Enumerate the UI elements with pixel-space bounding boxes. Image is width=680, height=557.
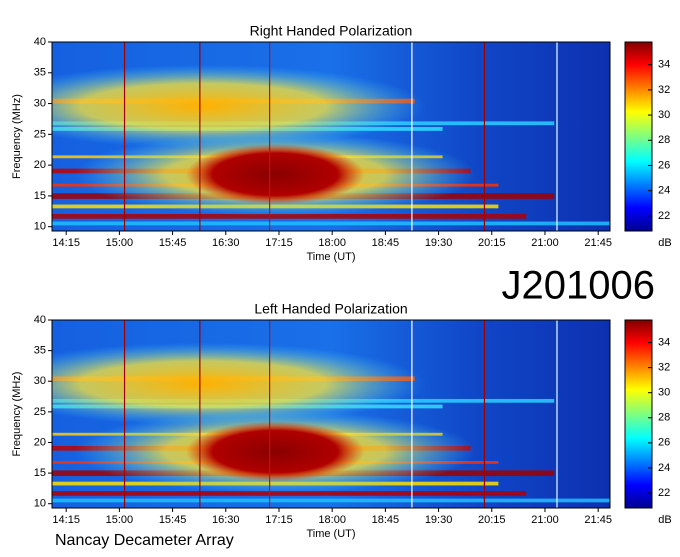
colorbar-tick-label: 22 — [658, 487, 670, 499]
colorbar-tick-label: 24 — [658, 462, 670, 474]
y-tick-label: 35 — [34, 345, 46, 357]
y-tick-label: 30 — [34, 97, 46, 109]
x-tick-label: 15:45 — [159, 514, 187, 526]
y-tick-label: 30 — [34, 375, 46, 387]
colorbar-label: dB — [658, 514, 671, 526]
panel-title: Left Handed Polarization — [254, 301, 407, 317]
x-tick-label: 16:30 — [212, 514, 240, 526]
x-tick-label: 15:45 — [159, 237, 187, 249]
x-tick-label: 17:15 — [265, 237, 293, 249]
plot-frame — [51, 41, 611, 232]
colorbar-tick-label: 26 — [658, 437, 670, 449]
observation-id: J201006 — [502, 264, 655, 308]
x-tick-label: 17:15 — [265, 514, 293, 526]
y-tick-label: 15 — [34, 467, 46, 479]
colorbar-tick-label: 32 — [658, 84, 670, 96]
colorbar-tick-label: 30 — [658, 387, 670, 399]
y-tick-label: 40 — [34, 36, 46, 48]
colorbar — [624, 319, 653, 509]
emission-blob — [52, 64, 426, 148]
colorbar-label: dB — [658, 237, 671, 249]
x-tick-label: 14:15 — [52, 514, 80, 526]
y-tick-label: 20 — [34, 436, 46, 448]
emission-band — [52, 491, 527, 496]
colorbar-tick-label: 28 — [658, 134, 670, 146]
x-tick-label: 20:15 — [478, 514, 506, 526]
x-tick-label: 18:00 — [318, 514, 346, 526]
colorbar-tick-label: 34 — [658, 336, 670, 348]
x-tick-label: 16:30 — [212, 237, 240, 249]
x-tick-label: 20:15 — [478, 237, 506, 249]
y-tick-label: 25 — [34, 128, 46, 140]
colorbar-tick-label: 26 — [658, 159, 670, 171]
spectrogram — [52, 42, 610, 231]
x-tick-label: 15:00 — [106, 514, 134, 526]
x-tick-label: 18:45 — [372, 237, 400, 249]
colorbar-tick-label: 34 — [658, 59, 670, 71]
y-axis-label: Frequency (MHz) — [11, 94, 23, 179]
x-tick-label: 21:00 — [531, 237, 559, 249]
emission-band — [52, 213, 527, 219]
emission-blob — [52, 342, 426, 426]
x-tick-label: 21:45 — [584, 237, 612, 249]
x-tick-label: 14:15 — [52, 237, 80, 249]
y-tick-label: 40 — [34, 314, 46, 326]
y-axis-label: Frequency (MHz) — [11, 372, 23, 457]
colorbar-tick-label: 22 — [658, 210, 670, 222]
colorbar-tick-label: 32 — [658, 362, 670, 374]
plot-frame — [51, 319, 611, 509]
y-tick-label: 10 — [34, 221, 46, 233]
emission-band — [52, 221, 610, 226]
x-tick-label: 21:00 — [531, 514, 559, 526]
x-tick-label: 18:00 — [318, 237, 346, 249]
x-tick-label: 19:30 — [425, 514, 453, 526]
colorbar — [624, 41, 653, 232]
colorbar-tick-label: 24 — [658, 185, 670, 197]
y-tick-label: 10 — [34, 498, 46, 510]
emission-blob — [185, 144, 365, 205]
y-tick-label: 25 — [34, 406, 46, 418]
instrument-label: Nancay Decameter Array — [55, 532, 234, 549]
panel-title: Right Handed Polarization — [250, 23, 413, 39]
x-axis-label: Time (UT) — [306, 251, 355, 263]
x-tick-label: 15:00 — [106, 237, 134, 249]
y-tick-label: 20 — [34, 159, 46, 171]
x-axis-label: Time (UT) — [306, 528, 355, 540]
emission-band — [52, 498, 610, 503]
y-tick-label: 35 — [34, 67, 46, 79]
emission-blob — [185, 421, 365, 482]
x-tick-label: 21:45 — [584, 514, 612, 526]
x-tick-label: 18:45 — [372, 514, 400, 526]
x-tick-label: 19:30 — [425, 237, 453, 249]
colorbar-tick-label: 30 — [658, 109, 670, 121]
colorbar-tick-label: 28 — [658, 412, 670, 424]
spectrogram — [52, 320, 610, 508]
y-tick-label: 15 — [34, 190, 46, 202]
